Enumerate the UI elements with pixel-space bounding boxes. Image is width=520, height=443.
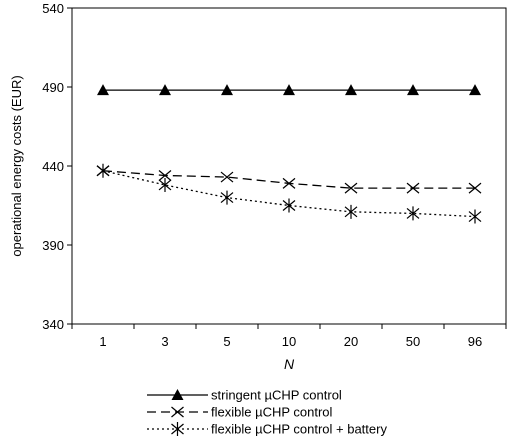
data-point	[406, 182, 420, 194]
data-point	[344, 182, 358, 194]
data-point	[97, 84, 109, 96]
y-tick-label: 540	[42, 1, 64, 16]
data-point	[468, 182, 482, 194]
legend-marker	[171, 406, 184, 418]
data-point	[469, 84, 481, 96]
x-tick-label: 10	[282, 334, 296, 349]
y-tick-label: 440	[42, 159, 64, 174]
data-point	[345, 84, 357, 96]
data-point	[221, 84, 233, 96]
series-line	[102, 170, 475, 189]
data-point	[407, 84, 419, 96]
data-point	[220, 171, 234, 183]
y-tick-label: 490	[42, 80, 64, 95]
x-tick-label: 1	[99, 334, 106, 349]
series-layer	[96, 84, 482, 224]
x-axis: 1 3 5 10 20 50 96	[71, 324, 507, 349]
data-point	[96, 163, 110, 178]
plot-area	[71, 7, 507, 325]
legend-label: stringent µCHP control	[211, 388, 342, 403]
legend-item: flexible µCHP control	[147, 405, 333, 420]
data-point	[468, 209, 482, 224]
x-tick-label: 20	[344, 334, 358, 349]
data-point	[282, 177, 296, 189]
data-point	[220, 190, 234, 205]
data-point	[158, 177, 172, 192]
legend-label: flexible µCHP control	[211, 405, 333, 420]
data-point	[282, 198, 296, 213]
data-point	[344, 204, 358, 219]
data-point	[283, 84, 295, 96]
legend: stringent µCHP control flexible µCHP cont…	[147, 388, 387, 437]
legend-item: flexible µCHP control + battery	[147, 422, 387, 437]
y-tick-label: 340	[42, 317, 64, 332]
legend-label: flexible µCHP control + battery	[211, 422, 387, 437]
data-point	[159, 84, 171, 96]
data-point	[158, 170, 172, 181]
y-axis-label: operational energy costs (EUR)	[9, 75, 24, 256]
x-tick-label: 50	[406, 334, 420, 349]
legend-marker	[171, 422, 184, 436]
y-axis: 340 390 440 490 540	[42, 1, 72, 332]
legend-marker	[171, 389, 184, 400]
y-tick-label: 390	[42, 238, 64, 253]
legend-item: stringent µCHP control	[147, 388, 342, 403]
x-tick-label: 96	[468, 334, 482, 349]
series-2	[96, 165, 482, 194]
series-1	[97, 84, 481, 96]
data-point	[406, 206, 420, 221]
x-tick-label: 3	[161, 334, 168, 349]
series-3	[96, 163, 482, 224]
x-axis-label: N	[284, 356, 295, 372]
x-tick-label: 5	[223, 334, 230, 349]
